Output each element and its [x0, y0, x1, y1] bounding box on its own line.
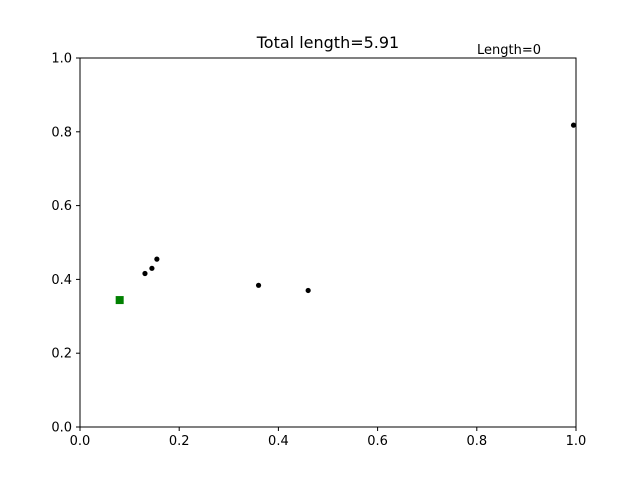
- x-tick-label: 0.8: [466, 434, 487, 449]
- y-tick-label: 0.6: [51, 199, 72, 214]
- start-point-marker: [115, 296, 124, 305]
- y-tick-label: 0.8: [51, 125, 72, 140]
- y-tick-label: 0.0: [51, 421, 72, 436]
- length-annotation: Length=0: [477, 43, 541, 58]
- x-tick-label: 0.0: [70, 434, 91, 449]
- plot-marks: [115, 122, 577, 305]
- data-point: [255, 282, 262, 288]
- x-tick-label: 0.2: [169, 434, 190, 449]
- y-tick-label: 0.2: [51, 347, 72, 362]
- x-tick-label: 0.4: [268, 434, 289, 449]
- x-tick-label: 0.6: [367, 434, 388, 449]
- data-point: [570, 122, 577, 128]
- data-point: [305, 287, 311, 294]
- y-tick-label: 1.0: [51, 52, 72, 67]
- chart-title: Total length=5.91: [256, 33, 399, 52]
- axes-frame: [79, 57, 577, 428]
- data-point: [154, 256, 160, 262]
- y-tick-label: 0.4: [51, 273, 72, 288]
- data-point: [142, 270, 148, 277]
- data-point: [149, 265, 155, 271]
- axis-ticks: 0.0 0.2 0.4 0.6 0.8 1.0 0.0 0.2 0.4 0.6 0.8 1.0: [51, 52, 586, 450]
- x-tick-label: 1.0: [566, 434, 587, 449]
